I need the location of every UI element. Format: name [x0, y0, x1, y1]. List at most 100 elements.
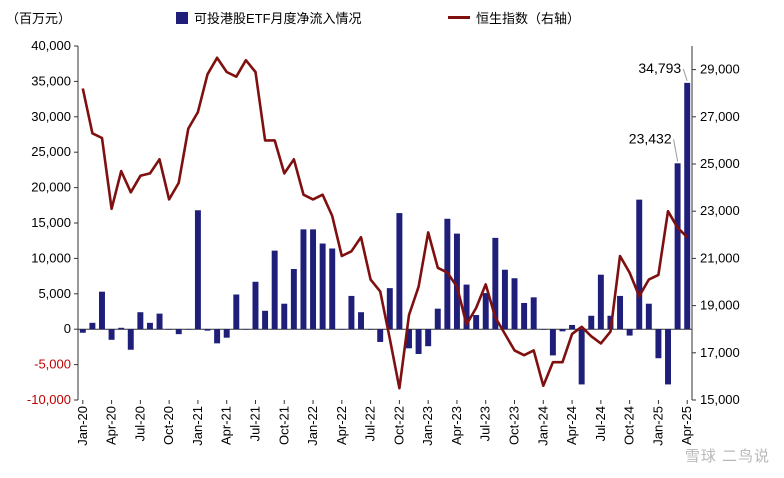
left-axis-tick-label: 10,000: [31, 250, 71, 265]
bar-Apr-23: [453, 233, 460, 330]
bar-Jun-21: [242, 329, 249, 330]
bar-Oct-24: [626, 329, 633, 336]
x-axis-tick-label: Apr-24: [564, 406, 579, 445]
x-axis-tick-label: Jul-21: [247, 406, 262, 441]
x-axis-tick-label: Jan-20: [75, 406, 90, 446]
bar-Jul-24: [597, 274, 604, 330]
bar-May-22: [348, 295, 355, 330]
bar-Jul-21: [252, 281, 259, 330]
bar-Oct-22: [396, 213, 403, 330]
x-axis-tick-label: Apr-21: [219, 406, 234, 445]
bar-Mar-25: [674, 163, 681, 330]
left-axis-tick-label: 40,000: [31, 38, 71, 53]
data-label-leader: [673, 139, 679, 162]
bar-Dec-21: [300, 229, 307, 330]
x-axis-tick-label: Jan-24: [535, 406, 550, 446]
left-axis-unit-label: （百万元）: [6, 11, 72, 26]
bar-Sep-21: [271, 250, 278, 330]
left-axis-tick-label: 30,000: [31, 109, 71, 124]
left-axis-tick-label: 0: [64, 321, 71, 336]
bar-Apr-22: [338, 329, 345, 330]
bar-Oct-21: [281, 303, 288, 330]
left-axis-tick-label: 15,000: [31, 215, 71, 230]
bar-May-24: [578, 329, 585, 385]
bar-Jan-20: [79, 329, 86, 333]
bar-Dec-23: [530, 297, 537, 330]
bar-Jun-24: [588, 315, 595, 330]
x-axis-tick-label: Apr-25: [679, 406, 694, 445]
right-axis-tick-label: 17,000: [700, 345, 740, 360]
bar-Feb-25: [665, 329, 671, 385]
data-label: 34,793: [638, 60, 681, 76]
bar-Nov-20: [175, 329, 182, 335]
x-axis-tick-label: Jul-22: [363, 406, 378, 441]
x-axis-tick-label: Jul-24: [593, 406, 608, 441]
left-axis-tick-label: 35,000: [31, 73, 71, 88]
bar-Mar-24: [559, 329, 566, 332]
bar-Nov-24: [636, 199, 643, 330]
bar-Dec-20: [185, 329, 192, 330]
bar-Jan-22: [310, 229, 317, 330]
bar-Jul-22: [367, 329, 374, 330]
legend-bar-swatch: [176, 11, 188, 24]
right-axis-tick-label: 27,000: [700, 109, 740, 124]
bar-Apr-25: [684, 82, 691, 330]
bar-Sep-24: [617, 295, 624, 330]
bar-Feb-21: [204, 329, 211, 331]
bar-Aug-21: [262, 310, 269, 330]
x-axis-tick-label: Apr-23: [449, 406, 464, 445]
legend-line-label: 恒生指数（右轴）: [476, 11, 581, 26]
data-label-leader: [682, 68, 688, 82]
bar-Aug-22: [377, 329, 384, 342]
x-axis-tick-label: Oct-22: [391, 406, 406, 445]
bar-Jul-23: [482, 293, 489, 330]
x-axis-tick-label: Jan-21: [190, 406, 205, 446]
right-axis-tick-label: 21,000: [700, 250, 740, 265]
x-axis-tick-label: Apr-22: [334, 406, 349, 445]
x-axis-tick-label: Jan-25: [650, 406, 665, 446]
legend-line-swatch: [448, 16, 470, 19]
bar-Feb-22: [319, 243, 326, 330]
bar-Jun-20: [127, 329, 134, 350]
bar-Jun-23: [473, 315, 480, 330]
left-axis-tick-label: -10,000: [27, 392, 71, 407]
bar-Mar-22: [329, 248, 336, 330]
left-axis-tick-label: -5,000: [34, 357, 71, 372]
right-axis-tick-label: 29,000: [700, 62, 740, 77]
bar-Dec-24: [645, 303, 652, 330]
left-axis-tick-label: 5,000: [38, 286, 71, 301]
x-axis-tick-label: Apr-20: [104, 406, 119, 445]
data-label: 23,432: [629, 130, 672, 146]
bar-Apr-20: [108, 329, 115, 340]
right-axis-tick-label: 15,000: [700, 392, 740, 407]
bar-May-20: [118, 327, 125, 330]
x-axis-tick-label: Oct-20: [161, 406, 176, 445]
legend-bar-label: 可投港股ETF月度净流入情况: [194, 11, 362, 26]
x-axis-tick-label: Jul-23: [478, 406, 493, 441]
bar-Feb-24: [549, 329, 556, 356]
bar-Jul-20: [137, 312, 144, 330]
left-axis-tick-label: 25,000: [31, 144, 71, 159]
legend-item-bar: 可投港股ETF月度净流入情况: [176, 8, 362, 27]
bar-Feb-23: [434, 308, 441, 330]
bar-Nov-22: [406, 329, 412, 349]
bar-Sep-22: [386, 288, 393, 330]
x-axis-tick-label: Jan-22: [305, 406, 320, 446]
bar-May-23: [463, 284, 470, 330]
bar-Sep-20: [156, 313, 163, 330]
bar-Aug-23: [492, 237, 499, 330]
bar-Apr-21: [223, 329, 230, 338]
bar-Jun-22: [358, 312, 364, 330]
x-axis-tick-label: Jan-23: [420, 406, 435, 446]
watermark: 雪球 二鸟说: [684, 448, 770, 465]
bar-Mar-21: [214, 329, 221, 344]
bar-Dec-22: [415, 329, 422, 354]
bar-Oct-23: [511, 278, 518, 330]
bar-Apr-24: [569, 324, 576, 330]
bar-Mar-20: [99, 291, 105, 330]
bar-Jan-23: [425, 329, 432, 347]
right-axis-tick-label: 19,000: [700, 298, 740, 313]
x-axis-tick-label: Oct-24: [622, 406, 637, 445]
bar-Nov-23: [521, 303, 528, 330]
